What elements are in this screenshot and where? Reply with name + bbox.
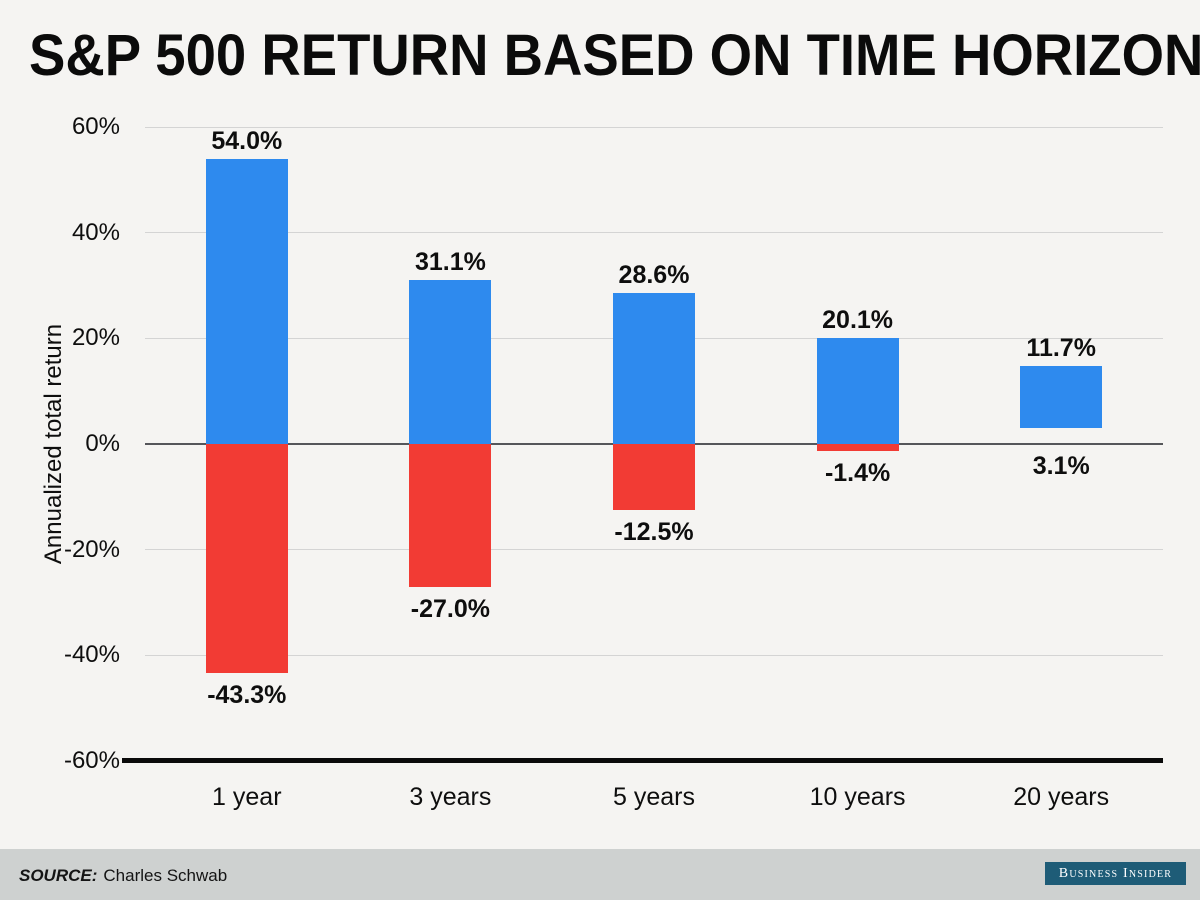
- x-tick-5-years: 5 years: [613, 783, 695, 811]
- value-label-min-20-years: 3.1%: [1032, 452, 1090, 480]
- gridline-40%: [145, 232, 1163, 234]
- bar-max-5-years: [613, 292, 695, 444]
- bar-max-3-years: [409, 279, 492, 444]
- bar-max-1-year: [205, 158, 288, 444]
- bar-max-20-years: [1020, 365, 1103, 428]
- x-tick-10-years: 10 years: [809, 783, 906, 811]
- y-tick--60%: -60%: [63, 746, 120, 774]
- y-tick-0%: 0%: [85, 430, 120, 457]
- x-tick-20-years: 20 years: [1013, 783, 1110, 811]
- bar-max-10-years: [816, 337, 899, 444]
- x-axis-line: [122, 758, 1163, 764]
- y-tick-40%: 40%: [71, 218, 120, 246]
- business-insider-logo: Business Insider: [1045, 862, 1186, 885]
- chart-title: S&P 500 RETURN BASED ON TIME HORIZON: [29, 23, 1200, 88]
- source-line: SOURCE: Charles Schwab: [19, 866, 227, 885]
- gridline--40%: [145, 654, 1163, 656]
- value-label-max-20-years: 11.7%: [1026, 333, 1096, 362]
- y-tick--20%: -20%: [63, 535, 120, 563]
- value-label-max-10-years: 20.1%: [822, 305, 894, 334]
- y-tick-20%: 20%: [71, 324, 120, 352]
- y-tick--40%: -40%: [63, 641, 120, 669]
- x-tick-1-year: 1 year: [212, 783, 282, 811]
- x-tick-3-years: 3 years: [409, 783, 492, 811]
- bar-min-10-years: [816, 444, 899, 452]
- value-label-max-1-year: 54.0%: [211, 126, 283, 155]
- bar-min-3-years: [409, 444, 492, 587]
- value-label-min-1-year: -43.3%: [207, 680, 287, 709]
- bar-min-5-years: [613, 444, 695, 510]
- value-label-min-10-years: -1.4%: [824, 459, 891, 488]
- gridline--20%: [145, 549, 1163, 551]
- bar-min-1-year: [205, 444, 288, 673]
- value-label-min-5-years: -12.5%: [614, 518, 694, 546]
- footer-band: SOURCE: Charles Schwab Business Insider: [0, 849, 1200, 900]
- source-label: SOURCE:: [19, 866, 98, 885]
- gridline-60%: [145, 126, 1163, 128]
- source-value: Charles Schwab: [103, 866, 228, 885]
- value-label-max-3-years: 31.1%: [414, 247, 486, 276]
- y-tick-60%: 60%: [71, 113, 120, 141]
- value-label-min-3-years: -27.0%: [410, 594, 490, 623]
- value-label-max-5-years: 28.6%: [618, 260, 690, 289]
